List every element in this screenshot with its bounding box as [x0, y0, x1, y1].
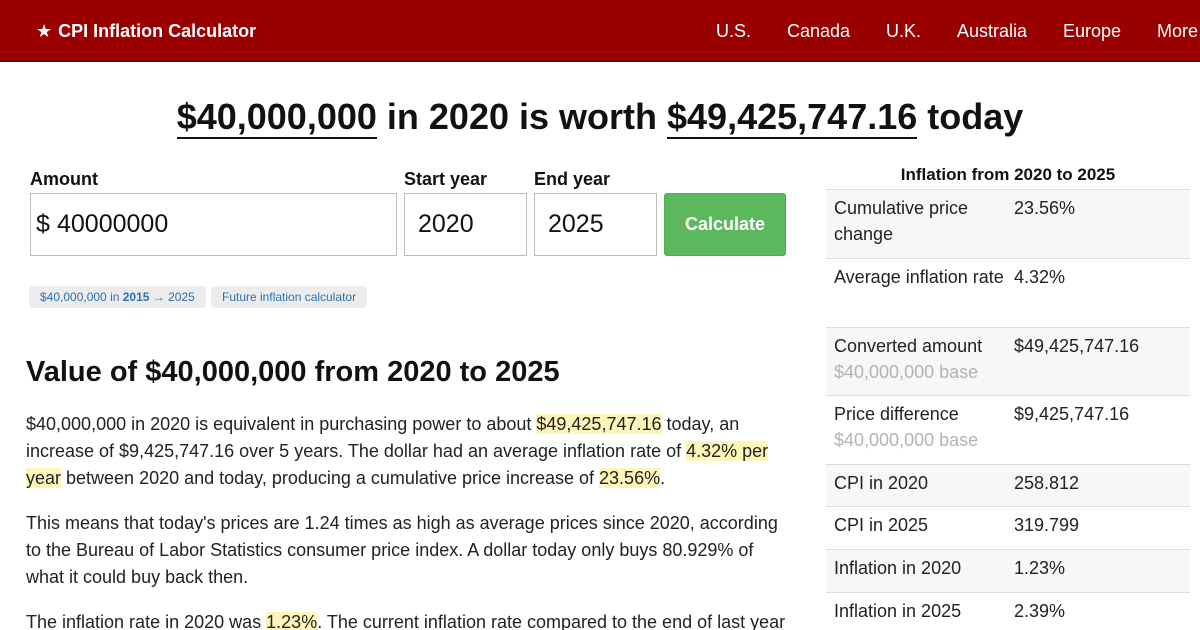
headline-result: $49,425,747.16 — [667, 96, 918, 139]
inflation-rate-paragraph: The inflation rate in 2020 was 1.23%. Th… — [26, 612, 786, 630]
row-value: $9,425,747.16 — [1014, 404, 1130, 424]
amount-label: Amount — [30, 169, 98, 189]
row-label: Average inflation rate — [834, 267, 1004, 287]
explanation-paragraph: This means that today's prices are 1.24 … — [26, 513, 778, 587]
highlight-result: $49,425,747.16 — [536, 414, 662, 434]
nav-link-uk[interactable]: U.K. — [886, 21, 922, 41]
page-title: $40,000,000 in 2020 is worth $49,425,747… — [0, 95, 1200, 139]
summary-row: Inflation in 2025 2.39% — [826, 592, 1190, 630]
nav-link-australia[interactable]: Australia — [957, 21, 1028, 41]
row-label: CPI in 2025 — [834, 515, 929, 535]
headline-mid: in 2020 is worth — [386, 96, 657, 137]
row-label: CPI in 2020 — [834, 473, 929, 493]
nav-link-europe[interactable]: Europe — [1063, 21, 1122, 41]
calculate-button[interactable]: Calculate — [664, 193, 786, 256]
amount-value: 40000000 — [57, 210, 169, 238]
end-year-label: End year — [534, 169, 611, 189]
row-value: 319.799 — [1014, 515, 1080, 535]
summary-paragraph: $40,000,000 in 2020 is equivalent in pur… — [26, 414, 769, 488]
row-sublabel: $40,000,000 base — [834, 362, 979, 382]
country-nav: U.S. Canada U.K. Australia Europe More — [0, 20, 1200, 42]
row-label: Converted amount $40,000,000 base — [834, 333, 1004, 385]
row-label: Inflation in 2020 — [834, 558, 962, 578]
summary-row: Cumulative price change 23.56% — [826, 189, 1190, 258]
pill-suffix: → 2025 — [152, 290, 195, 304]
row-value: 4.32% — [1014, 267, 1066, 287]
headline-amount: $40,000,000 — [176, 96, 377, 139]
row-label: Cumulative price change — [834, 198, 969, 244]
row-value: $49,425,747.16 — [1014, 336, 1140, 356]
start-year-label: Start year — [404, 169, 488, 189]
row-value: 23.56% — [1014, 198, 1076, 218]
summary-row: CPI in 2020 258.812 — [826, 464, 1190, 506]
pill-link-2015[interactable]: $40,000,000 in 2015 → 2025 — [29, 286, 206, 308]
summary-row: Converted amount $40,000,000 base $49,42… — [826, 327, 1190, 395]
row-label: Inflation in 2025 — [834, 601, 962, 621]
summary-row: Price difference $40,000,000 base $9,425… — [826, 395, 1190, 464]
pill-year: 2015 — [122, 290, 150, 304]
highlight-rate-2020: 1.23% — [266, 612, 318, 630]
site-brand-link[interactable]: ★ CPI Inflation Calculator — [36, 20, 256, 42]
highlight-cumulative: 23.56% — [599, 468, 661, 488]
brand-name: CPI Inflation Calculator — [58, 21, 257, 41]
summary-row: Inflation in 2020 1.23% — [826, 549, 1190, 592]
summary-row: Average inflation rate 4.32% — [826, 258, 1190, 327]
pill-prefix: $40,000,000 in — [40, 290, 120, 304]
currency-symbol: $ — [36, 210, 50, 238]
amount-input[interactable]: $ 40000000 — [30, 193, 397, 256]
row-value: 2.39% — [1014, 601, 1066, 621]
end-year-value: 2025 — [548, 210, 604, 238]
row-value: 1.23% — [1014, 558, 1066, 578]
row-value: 258.812 — [1014, 473, 1080, 493]
section-heading: Value of $40,000,000 from 2020 to 2025 — [26, 356, 560, 388]
nav-link-us[interactable]: U.S. — [716, 21, 752, 41]
start-year-value: 2020 — [418, 210, 474, 238]
summary-row: CPI in 2025 319.799 — [826, 506, 1190, 549]
nav-link-more[interactable]: More — [1157, 21, 1199, 41]
star-icon: ★ — [36, 21, 53, 41]
end-year-input[interactable]: 2025 — [534, 193, 657, 256]
row-sublabel: $40,000,000 base — [834, 430, 979, 450]
headline-tail: today — [927, 96, 1024, 137]
top-nav-bar: ★ CPI Inflation Calculator U.S. Canada U.… — [0, 0, 1200, 62]
nav-link-canada[interactable]: Canada — [787, 21, 851, 41]
pill-future-calculator[interactable]: Future inflation calculator — [211, 286, 368, 308]
sidebar-title: Inflation from 2020 to 2025 — [900, 165, 1116, 184]
row-label: Price difference $40,000,000 base — [834, 401, 1004, 453]
start-year-input[interactable]: 2020 — [404, 193, 527, 256]
